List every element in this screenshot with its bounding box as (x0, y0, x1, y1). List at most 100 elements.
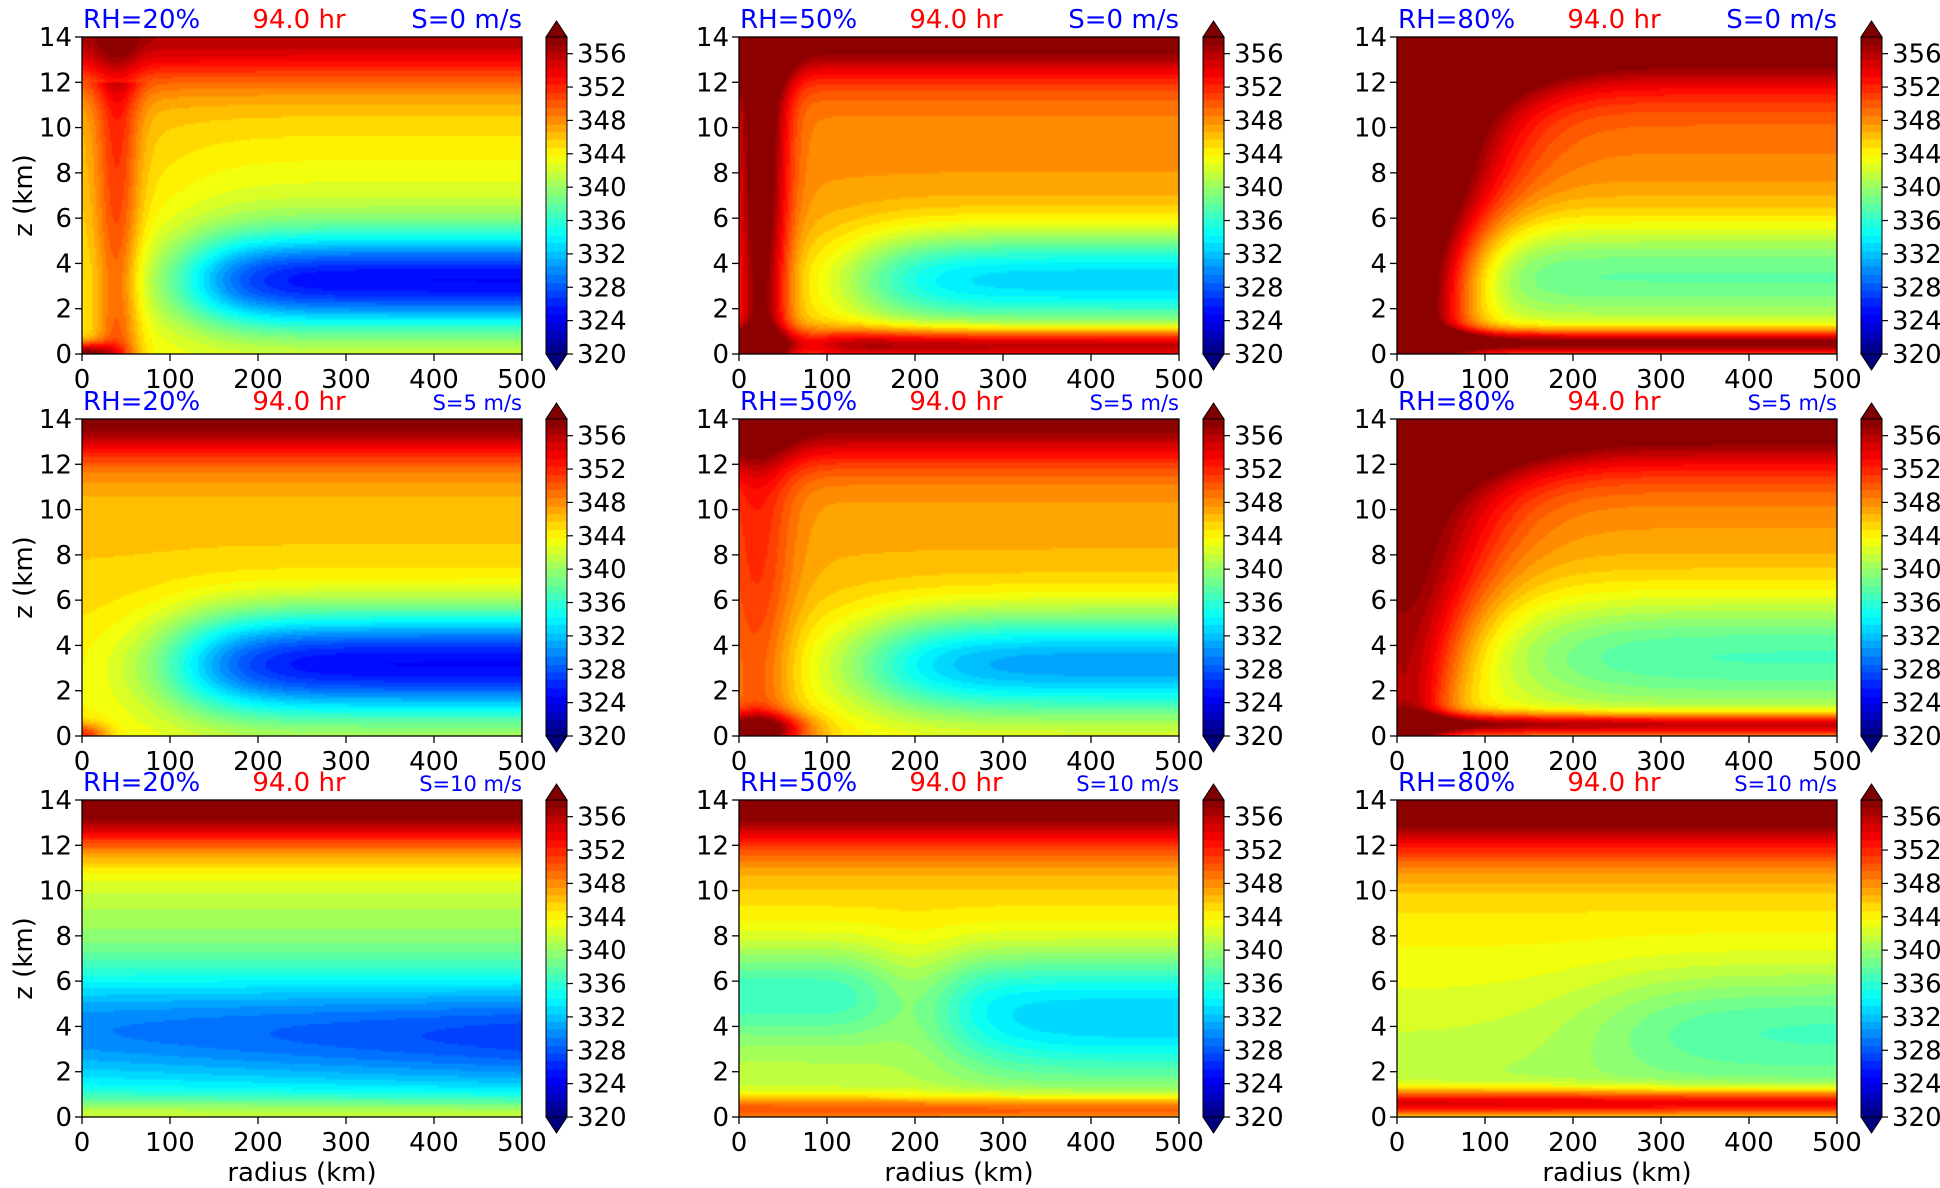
y-tick-label: 2 (1370, 1058, 1387, 1088)
y-tick-label: 2 (1370, 295, 1387, 325)
x-tick-label: 500 (497, 747, 547, 777)
y-tick-label: 12 (1354, 450, 1387, 480)
colorbar-tick-label: 340 (1892, 173, 1940, 203)
colorbar-extend-min (1202, 735, 1225, 753)
x-tick-label: 300 (1636, 747, 1686, 777)
y-tick-label: 6 (1370, 204, 1387, 234)
colorbar-extend-min (1860, 353, 1883, 371)
colorbar-frame (1202, 36, 1225, 355)
heatmap-field (82, 419, 522, 736)
x-axis-label: radius (km) (1542, 1158, 1691, 1188)
colorbar-tick-label: 352 (1234, 455, 1284, 485)
y-tick-label: 8 (55, 541, 72, 571)
rh-label: RH=50% (740, 387, 857, 417)
colorbar-frame (1860, 418, 1883, 737)
y-tick-label: 6 (1370, 586, 1387, 616)
x-axis-label: radius (km) (884, 1158, 1033, 1188)
colorbar-tick-label: 328 (1892, 655, 1940, 685)
plot-frame (1396, 799, 1838, 1118)
y-tick-label: 12 (696, 68, 729, 98)
x-tick-label: 200 (233, 365, 283, 395)
x-tick-label: 0 (731, 1128, 748, 1158)
y-tick-label: 6 (712, 967, 729, 997)
colorbar-tick-label: 332 (1234, 622, 1284, 652)
shear-label: S=5 m/s (1090, 391, 1179, 415)
y-tick-label: 12 (696, 450, 729, 480)
x-tick-label: 500 (497, 1128, 547, 1158)
colorbar-tick-label: 328 (1234, 273, 1284, 303)
x-tick-label: 0 (74, 1128, 91, 1158)
colorbar-extend-min (1860, 1116, 1883, 1134)
y-tick-label: 14 (1354, 405, 1387, 435)
colorbar-tick-label: 324 (1234, 307, 1284, 337)
colorbar-tick-label: 348 (1892, 869, 1940, 899)
y-tick-label: 0 (55, 722, 72, 752)
y-tick-label: 4 (1370, 249, 1387, 279)
colorbar-tick-label: 352 (577, 73, 627, 103)
x-tick-label: 400 (409, 1128, 459, 1158)
y-tick-label: 8 (55, 159, 72, 189)
heatmap-field (739, 37, 1179, 354)
x-tick-label: 0 (1389, 1128, 1406, 1158)
y-tick-label: 4 (55, 631, 72, 661)
x-tick-label: 100 (145, 747, 195, 777)
colorbar-tick-label: 324 (577, 689, 627, 719)
y-axis-label: z (km) (9, 154, 39, 237)
y-tick-label: 4 (712, 249, 729, 279)
colorbar-tick-label: 340 (577, 936, 627, 966)
y-tick-label: 4 (712, 631, 729, 661)
y-tick-label: 6 (1370, 967, 1387, 997)
time-label: 94.0 hr (1567, 387, 1661, 417)
x-tick-label: 100 (802, 365, 852, 395)
colorbar-extend-min (545, 353, 568, 371)
colorbar-extend-min (1860, 735, 1883, 753)
colorbar-gradient (1203, 800, 1224, 1117)
x-tick-label: 300 (321, 365, 371, 395)
colorbar-frame (1202, 418, 1225, 737)
y-tick-label: 0 (1370, 722, 1387, 752)
colorbar-tick-label: 332 (1892, 622, 1940, 652)
y-tick-label: 6 (712, 586, 729, 616)
x-tick-label: 200 (233, 747, 283, 777)
colorbar-tick-label: 332 (1892, 240, 1940, 270)
y-tick-label: 10 (1354, 114, 1387, 144)
colorbar-frame (545, 36, 568, 355)
colorbar-tick-label: 336 (1234, 207, 1284, 237)
y-tick-label: 4 (55, 1012, 72, 1042)
heatmap-field (1397, 419, 1837, 736)
rh-label: RH=20% (83, 387, 200, 417)
plot-frame (738, 418, 1180, 737)
colorbar-tick-label: 348 (577, 106, 627, 136)
x-tick-label: 500 (1812, 747, 1862, 777)
y-tick-label: 10 (1354, 496, 1387, 526)
y-tick-label: 4 (55, 249, 72, 279)
colorbar-tick-label: 344 (577, 140, 627, 170)
colorbar-tick-label: 320 (577, 722, 627, 752)
colorbar-tick-label: 356 (1234, 40, 1284, 70)
x-tick-label: 300 (978, 1128, 1028, 1158)
colorbar-tick-label: 352 (1892, 836, 1940, 866)
x-tick-label: 400 (1724, 365, 1774, 395)
y-tick-label: 2 (1370, 677, 1387, 707)
shear-label: S=0 m/s (1068, 5, 1179, 35)
x-tick-label: 0 (731, 747, 748, 777)
y-tick-label: 8 (712, 541, 729, 571)
y-tick-label: 10 (696, 114, 729, 144)
colorbar-tick-label: 348 (1234, 106, 1284, 136)
time-label: 94.0 hr (252, 5, 346, 35)
panel-1: 0 100 200 300 400 500 0 2 4 6 8 10 12 14 z (km) RH=20% 9… (9, 5, 627, 395)
colorbar-extend-max (545, 20, 568, 38)
x-tick-label: 400 (1724, 1128, 1774, 1158)
y-tick-label: 0 (712, 722, 729, 752)
x-tick-label: 0 (74, 747, 91, 777)
colorbar-tick-label: 332 (577, 622, 627, 652)
heatmap-field (82, 37, 522, 354)
x-tick-label: 0 (731, 365, 748, 395)
panel-5: 0 100 200 300 400 500 0 2 4 6 8 10 12 14 RH=50% 94.0 hr… (696, 387, 1284, 777)
x-tick-label: 200 (890, 365, 940, 395)
y-tick-label: 4 (712, 1012, 729, 1042)
x-tick-label: 500 (1154, 1128, 1204, 1158)
